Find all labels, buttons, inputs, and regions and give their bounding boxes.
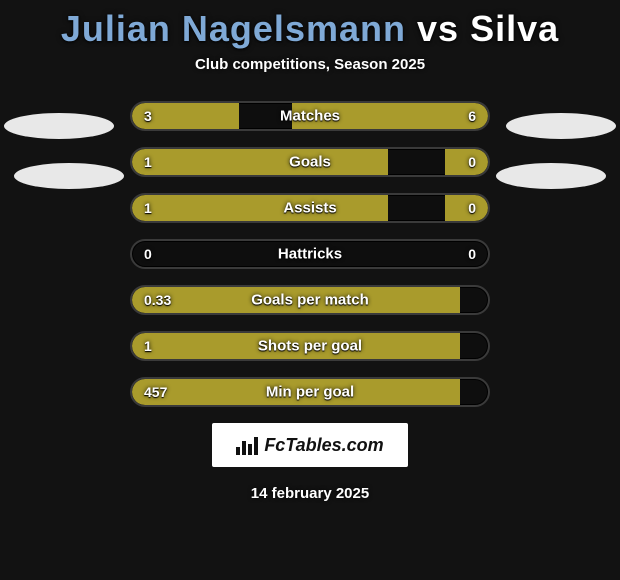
fill-left [132, 195, 388, 221]
stat-row: 1 Shots per goal [130, 331, 490, 361]
fill-left [132, 149, 388, 175]
value-right: 0 [468, 246, 476, 262]
subtitle: Club competitions, Season 2025 [0, 56, 620, 73]
value-left: 457 [144, 384, 167, 400]
value-left: 1 [144, 338, 152, 354]
avatar-placeholder-right-1 [506, 113, 616, 139]
stat-row: 3 6 Matches [130, 101, 490, 131]
avatar-placeholder-left-2 [14, 163, 124, 189]
value-left: 1 [144, 154, 152, 170]
logo-box: FcTables.com [212, 423, 408, 467]
title-player1: Julian Nagelsmann [61, 8, 406, 49]
stat-row: 0.33 Goals per match [130, 285, 490, 315]
stat-label: Shots per goal [258, 338, 362, 355]
title-vs: vs [417, 8, 459, 49]
value-left: 0.33 [144, 292, 171, 308]
stat-label: Assists [283, 200, 336, 217]
stat-label: Goals per match [251, 292, 369, 309]
stat-row: 1 0 Goals [130, 147, 490, 177]
value-right: 6 [468, 108, 476, 124]
logo-text: FcTables.com [264, 435, 383, 456]
bar-chart-icon [236, 435, 258, 455]
stat-label: Matches [280, 108, 340, 125]
value-left: 3 [144, 108, 152, 124]
avatar-placeholder-right-2 [496, 163, 606, 189]
fill-right [445, 195, 488, 221]
value-right: 0 [468, 154, 476, 170]
value-left: 0 [144, 246, 152, 262]
stat-label: Min per goal [266, 384, 354, 401]
page-title: Julian Nagelsmann vs Silva [0, 0, 620, 50]
stat-label: Goals [289, 154, 331, 171]
comparison-chart: 3 6 Matches 1 0 Goals 1 0 Assists 0 0 Hattricks 0.33… [0, 101, 620, 407]
value-right: 0 [468, 200, 476, 216]
stat-label: Hattricks [278, 246, 342, 263]
stat-row: 457 Min per goal [130, 377, 490, 407]
stat-row: 1 0 Assists [130, 193, 490, 223]
bars-container: 3 6 Matches 1 0 Goals 1 0 Assists 0 0 Hattricks 0.33… [130, 101, 490, 407]
title-player2: Silva [470, 8, 559, 49]
value-left: 1 [144, 200, 152, 216]
avatar-placeholder-left-1 [4, 113, 114, 139]
fill-right [445, 149, 488, 175]
date-label: 14 february 2025 [0, 485, 620, 502]
stat-row: 0 0 Hattricks [130, 239, 490, 269]
